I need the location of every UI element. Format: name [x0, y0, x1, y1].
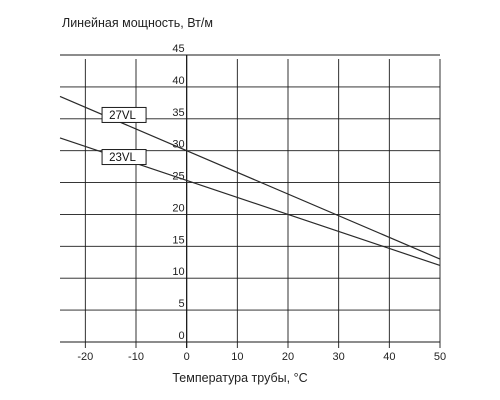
y-tick-label: 25	[172, 171, 184, 183]
x-tick-label: -10	[128, 351, 144, 363]
y-tick-label: 30	[172, 139, 184, 151]
x-tick-label: -20	[77, 351, 93, 363]
y-axis-title: Линейная мощность, Вт/м	[62, 16, 213, 30]
y-tick-label: 45	[172, 43, 184, 55]
x-tick-label: 0	[184, 351, 190, 363]
y-tick-label: 10	[172, 266, 184, 278]
x-tick-label: 10	[231, 351, 243, 363]
series-label-text: 23VL	[109, 152, 136, 164]
x-axis-title: Температура трубы, °C	[172, 371, 307, 385]
x-tick-label: 40	[383, 351, 395, 363]
y-tick-label: 0	[179, 330, 185, 342]
y-tick-label: 35	[172, 107, 184, 119]
x-tick-label: 30	[333, 351, 345, 363]
series-label-27VL: 27VL	[101, 106, 147, 123]
series-label-23VL: 23VL	[101, 149, 147, 166]
series-line-27VL	[59, 95, 441, 260]
y-tick-label: 20	[172, 202, 184, 214]
y-tick-label: 40	[172, 75, 184, 87]
y-tick-label: 15	[172, 234, 184, 246]
y-tick-label: 5	[179, 298, 185, 310]
series-label-text: 27VL	[109, 110, 136, 122]
series-labels: 27VL 23VL	[101, 106, 147, 166]
x-tick-labels: -20 -10 0 10 20 30 40 50	[77, 351, 446, 363]
x-tick-label: 20	[282, 351, 294, 363]
series-label-box	[101, 106, 147, 123]
y-tick-labels: 0 5 10 15 20 25 30 35 40 45	[172, 43, 184, 342]
x-tick-label: 50	[434, 351, 446, 363]
series-label-box	[101, 149, 147, 166]
